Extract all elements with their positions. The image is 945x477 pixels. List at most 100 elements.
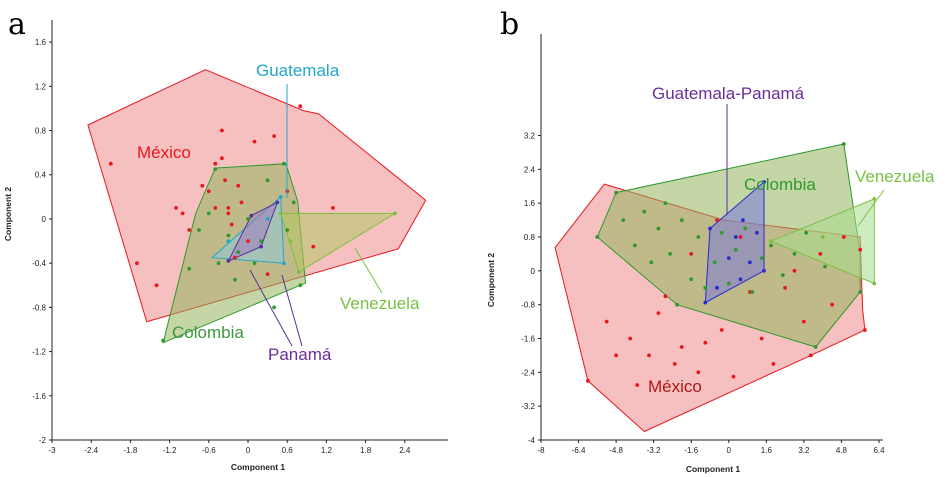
point-b-2-8 (762, 180, 766, 184)
point-a-1-17 (298, 283, 303, 288)
point-a-0-14 (226, 211, 231, 216)
label-mexico-a: México (137, 143, 191, 162)
point-b-0-3 (628, 336, 633, 341)
y-ticks-a: -2 -1.6 -1.2 -0.8 -0.4 0 0.4 0.8 1.2 1.6 (32, 38, 52, 445)
x-tick-label-b-9: 6.4 (873, 446, 885, 455)
point-a-3-0 (226, 259, 231, 263)
point-a-0-26 (331, 206, 335, 210)
x-tick-label-a-8: 1.8 (360, 446, 372, 455)
point-a-1-15 (285, 228, 290, 232)
x-tick-label-a-9: 2.4 (399, 446, 411, 455)
point-a-0-18 (239, 200, 244, 205)
chart-panel-b: -8 -6.4 -4.8 -3.2 -1.6 0 1.6 3.2 4.8 6.4 -4 -3.2 -2… (486, 34, 935, 474)
x-tick-label-a-3: -1.2 (163, 446, 177, 455)
point-b-1-9 (675, 302, 679, 307)
panel-label-b: b (500, 7, 519, 42)
y-tick-label-a-1: -1.6 (32, 392, 46, 401)
point-a-0-9 (213, 161, 218, 166)
point-b-0-26 (841, 235, 846, 239)
point-a-1-8 (236, 250, 241, 255)
point-b-1-17 (733, 247, 738, 252)
point-a-1-14 (282, 161, 286, 166)
point-a-1-7 (233, 277, 237, 282)
x-ticks-b: -8 -6.4 -4.8 -3.2 -1.6 0 1.6 3.2 4.8 6.4 (537, 440, 885, 455)
point-b-2-3 (726, 256, 731, 260)
point-b-0-7 (663, 294, 668, 299)
point-a-0-8 (213, 206, 218, 210)
point-b-0-22 (802, 319, 806, 324)
point-b-1-7 (663, 201, 668, 206)
point-b-1-6 (656, 226, 661, 231)
point-b-0-5 (647, 353, 651, 358)
label-guatemala-a: Guatemala (256, 61, 340, 80)
y-tick-label-a-6: 0.4 (35, 171, 47, 180)
point-b-2-10 (738, 277, 743, 282)
point-b-1-27 (841, 142, 846, 146)
point-b-0-24 (818, 252, 823, 256)
group-hulls-a (87, 69, 427, 344)
point-a-1-12 (265, 178, 270, 183)
point-a-1-5 (216, 261, 221, 266)
point-b-2-2 (715, 285, 719, 290)
point-a-0-10 (220, 128, 224, 133)
axes-a (51, 20, 448, 441)
point-b-1-11 (689, 277, 694, 282)
x-tick-label-b-7: 3.2 (798, 446, 810, 455)
point-b-1-15 (719, 230, 724, 235)
point-a-0-6 (200, 183, 205, 188)
y-tick-label-a-9: 1.6 (35, 38, 47, 47)
point-a-1-13 (272, 305, 276, 310)
point-b-0-11 (696, 370, 701, 375)
point-a-0-3 (174, 206, 179, 210)
x-tick-label-a-0: -3 (48, 446, 56, 455)
point-b-0-10 (689, 252, 694, 256)
point-b-2-4 (733, 235, 738, 239)
label-venezuela-a: Venezuela (340, 294, 420, 313)
point-b-0-19 (771, 362, 776, 366)
x-ticks-a: -3 -2.4 -1.8 -1.2 -0.6 0 0.6 1.2 1.8 2.4 (48, 440, 411, 455)
y-tick-label-a-3: -0.8 (32, 303, 46, 312)
point-b-3-0 (769, 239, 773, 244)
y-ticks-b: -4 -3.2 -2.4 -1.6 -0.8 0 0.8 1.6 2.4 3.2 (521, 132, 541, 445)
y-tick-label-a-0: -2 (39, 436, 47, 445)
y-tick-label-a-4: -0.4 (32, 259, 46, 268)
point-b-1-20 (759, 256, 764, 260)
point-b-1-18 (743, 226, 748, 231)
x-tick-label-b-3: -3.2 (647, 446, 661, 455)
label-mexico-b: México (648, 377, 702, 396)
point-a-0-7 (206, 189, 211, 194)
point-a-1-0 (161, 338, 166, 343)
point-a-0-12 (223, 178, 228, 183)
point-b-0-18 (759, 336, 764, 341)
x-tick-label-a-2: -1.8 (124, 446, 138, 455)
point-b-1-13 (703, 285, 708, 290)
label-panama-a: Panamá (268, 345, 332, 364)
point-b-2-6 (748, 260, 752, 265)
point-a-1-1 (187, 266, 192, 271)
label-guat-panama-b: Guatemala-Panamá (652, 84, 805, 103)
point-b-1-21 (769, 243, 773, 248)
x-tick-label-b-6: 1.6 (761, 446, 773, 455)
point-b-1-4 (642, 209, 647, 214)
y-tick-label-b-2: -2.4 (521, 368, 535, 377)
point-a-0-22 (272, 134, 276, 139)
point-a-0-21 (265, 272, 270, 277)
x-tick-label-b-0: -8 (537, 446, 545, 455)
y-tick-label-b-4: -0.8 (521, 301, 535, 310)
y-tick-label-b-5: 0 (531, 267, 536, 276)
x-tick-label-b-1: -6.4 (572, 446, 586, 455)
point-b-0-16 (738, 235, 743, 239)
point-a-1-6 (226, 233, 231, 238)
point-a-2-3 (265, 217, 270, 221)
x-tick-label-b-5: 0 (727, 446, 732, 455)
x-tick-label-a-5: 0 (246, 446, 251, 455)
point-b-0-1 (604, 319, 609, 324)
point-a-3-1 (259, 244, 263, 249)
point-b-1-16 (726, 281, 731, 286)
x-axis-title-a: Component 1 (231, 462, 286, 472)
y-tick-label-b-1: -3.2 (521, 402, 535, 411)
point-a-1-4 (213, 167, 218, 172)
point-a-0-11 (220, 156, 224, 161)
x-tick-label-b-8: 4.8 (836, 446, 848, 455)
panel-label-a: a (8, 7, 26, 42)
